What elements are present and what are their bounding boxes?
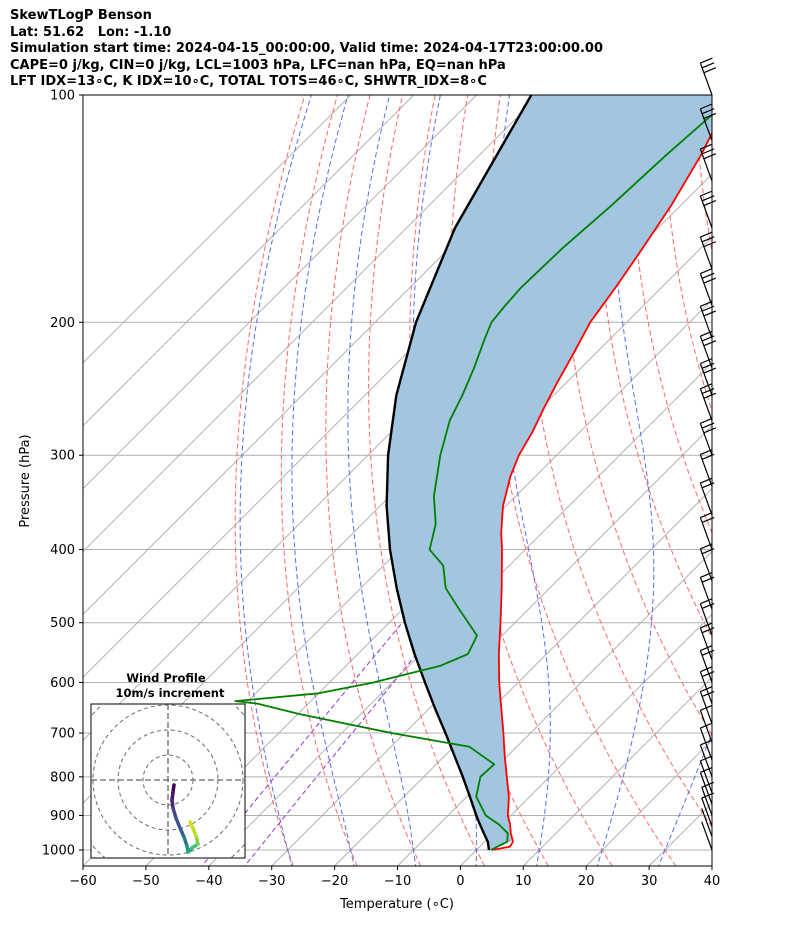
isotherm-line — [83, 95, 352, 364]
wind-profile-inset: Wind Profile 10m/s increment — [90, 671, 246, 859]
y-axis-label: Pressure (hPa) — [18, 434, 33, 527]
wind-barb — [699, 190, 717, 229]
isotherm-line — [83, 95, 540, 553]
inset-title: Wind Profile — [126, 671, 206, 685]
dry-adiabat-line — [662, 95, 712, 413]
dry-adiabat-line — [368, 95, 485, 866]
y-tick-label: 500 — [50, 616, 75, 631]
wind-barb — [699, 383, 717, 421]
isotherm-line — [648, 802, 712, 866]
mixing-ratio-line — [201, 622, 403, 866]
wind-barb — [699, 357, 717, 396]
moist-adiabat-line — [781, 95, 794, 869]
x-tick-label: −50 — [132, 874, 159, 889]
isotherm-line — [83, 95, 477, 490]
wind-barb — [699, 739, 713, 778]
dry-adiabat-line — [695, 95, 712, 255]
parcel-profile-line — [385, 95, 533, 851]
moist-adiabat-line — [719, 95, 794, 869]
y-tick-label: 400 — [50, 543, 75, 558]
dry-adiabat-line — [449, 95, 613, 866]
moist-adiabat-line — [291, 95, 355, 866]
isotherm-line — [83, 95, 415, 427]
x-tick-label: 30 — [641, 874, 658, 889]
wind-barb — [701, 808, 713, 837]
wind-barb — [699, 57, 717, 96]
moist-adiabat-line — [239, 95, 312, 866]
wind-barb — [701, 821, 713, 851]
y-tick-label: 700 — [50, 727, 75, 742]
x-tick-label: −40 — [195, 874, 222, 889]
location-line: Lat: 51.62 Lon: -1.10 — [10, 24, 172, 40]
x-tick-label: −60 — [69, 874, 96, 889]
isotherm-line — [522, 676, 712, 866]
isotherm-line — [460, 613, 712, 866]
indices-line-2: LFT IDX=13∘C, K IDX=10∘C, TOTAL TOTS=46∘… — [10, 74, 487, 89]
moist-adiabat-line — [347, 95, 417, 866]
chart-header: SkewTLogP Benson Lat: 51.62 Lon: -1.10 S… — [10, 8, 603, 91]
x-tick-label: −20 — [321, 874, 348, 889]
dry-adiabat-line — [761, 95, 794, 866]
y-tick-label: 800 — [50, 770, 75, 785]
cin-shading — [386, 95, 712, 850]
dry-adiabat-line — [728, 95, 794, 866]
hodograph-segment — [188, 820, 194, 828]
x-tick-label: −30 — [258, 874, 285, 889]
y-tick-label: 900 — [50, 809, 75, 824]
x-tick-label: 20 — [578, 874, 595, 889]
wind-barb — [699, 766, 713, 805]
isotherm-line — [397, 550, 712, 866]
y-tick-label: 600 — [50, 676, 75, 691]
dry-adiabat-line — [234, 95, 306, 866]
indices-line-1: CAPE=0 j/kg, CIN=0 j/kg, LCL=1003 hPa, L… — [10, 57, 506, 73]
chart-title: SkewTLogP Benson — [10, 8, 152, 23]
isotherm-line — [711, 865, 712, 866]
dewpoint-line — [234, 113, 712, 851]
temperature-line — [491, 131, 712, 851]
wind-barb — [699, 417, 717, 456]
x-tick-label: −10 — [384, 874, 411, 889]
isotherm-line — [208, 362, 712, 866]
wind-barb — [699, 267, 717, 306]
x-axis-label: Temperature (∘C) — [339, 897, 454, 912]
y-tick-label: 300 — [50, 449, 75, 464]
inset-subtitle: 10m/s increment — [116, 686, 225, 700]
x-tick-label: 0 — [456, 874, 464, 889]
hodograph-segment — [190, 824, 198, 838]
moist-adiabat-line — [658, 731, 712, 866]
y-tick-label: 1000 — [42, 844, 75, 859]
times-line: Simulation start time: 2024-04-15_00:00:… — [10, 41, 603, 56]
isotherm-line — [271, 425, 712, 866]
moist-adiabat-line — [596, 95, 655, 866]
isotherm-line — [145, 299, 712, 866]
y-tick-label: 100 — [50, 89, 75, 104]
dry-adiabat-line — [280, 95, 358, 866]
x-tick-label: 10 — [515, 874, 532, 889]
mixing-ratio-line — [244, 622, 443, 866]
x-tick-label: 40 — [704, 874, 721, 889]
dry-adiabat-line — [325, 95, 422, 866]
wind-barb — [699, 231, 717, 270]
hodograph-segment — [174, 816, 182, 830]
y-tick-label: 200 — [50, 316, 75, 331]
